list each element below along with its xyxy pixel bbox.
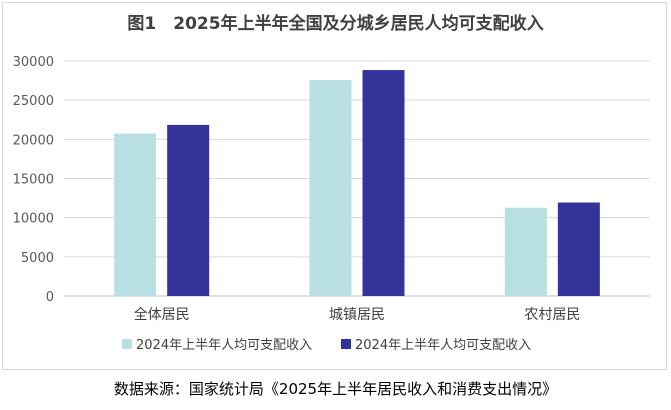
bar-1-3 — [504, 207, 547, 296]
legend-swatch-1 — [122, 339, 132, 349]
chart-title: 图1 2025年上半年全国及分城乡居民人均可支配收入 — [127, 14, 544, 34]
bar-2-2 — [362, 70, 405, 297]
bar-2-1 — [167, 124, 210, 296]
bar-1-2 — [309, 80, 352, 296]
y-tick-label: 15000 — [13, 173, 54, 188]
legend-label-1: 2024年上半年人均可支配收入 — [136, 338, 312, 353]
y-tick-label: 30000 — [13, 55, 54, 70]
y-tick-label: 0 — [46, 290, 54, 305]
bar-chart: 0 5000 10000 15000 20000 25000 30000 全体居民 城镇居民 农村… — [13, 55, 650, 353]
y-tick-label: 20000 — [13, 133, 54, 148]
legend-label-2: 2024年上半年人均可支配收入 — [355, 338, 531, 353]
x-tick-label: 农村居民 — [524, 307, 580, 323]
bar-2-3 — [557, 202, 600, 296]
source-note: 数据来源：国家统计局《2025年上半年居民收入和消费支出情况》 — [113, 380, 558, 398]
y-tick-label: 10000 — [13, 212, 54, 227]
bar-1-1 — [114, 133, 157, 296]
x-tick-label: 全体居民 — [134, 306, 190, 323]
y-tick-label: 25000 — [13, 94, 54, 109]
x-tick-label: 城镇居民 — [329, 307, 385, 323]
legend-swatch-2 — [341, 339, 351, 349]
y-tick-label: 5000 — [21, 251, 54, 266]
